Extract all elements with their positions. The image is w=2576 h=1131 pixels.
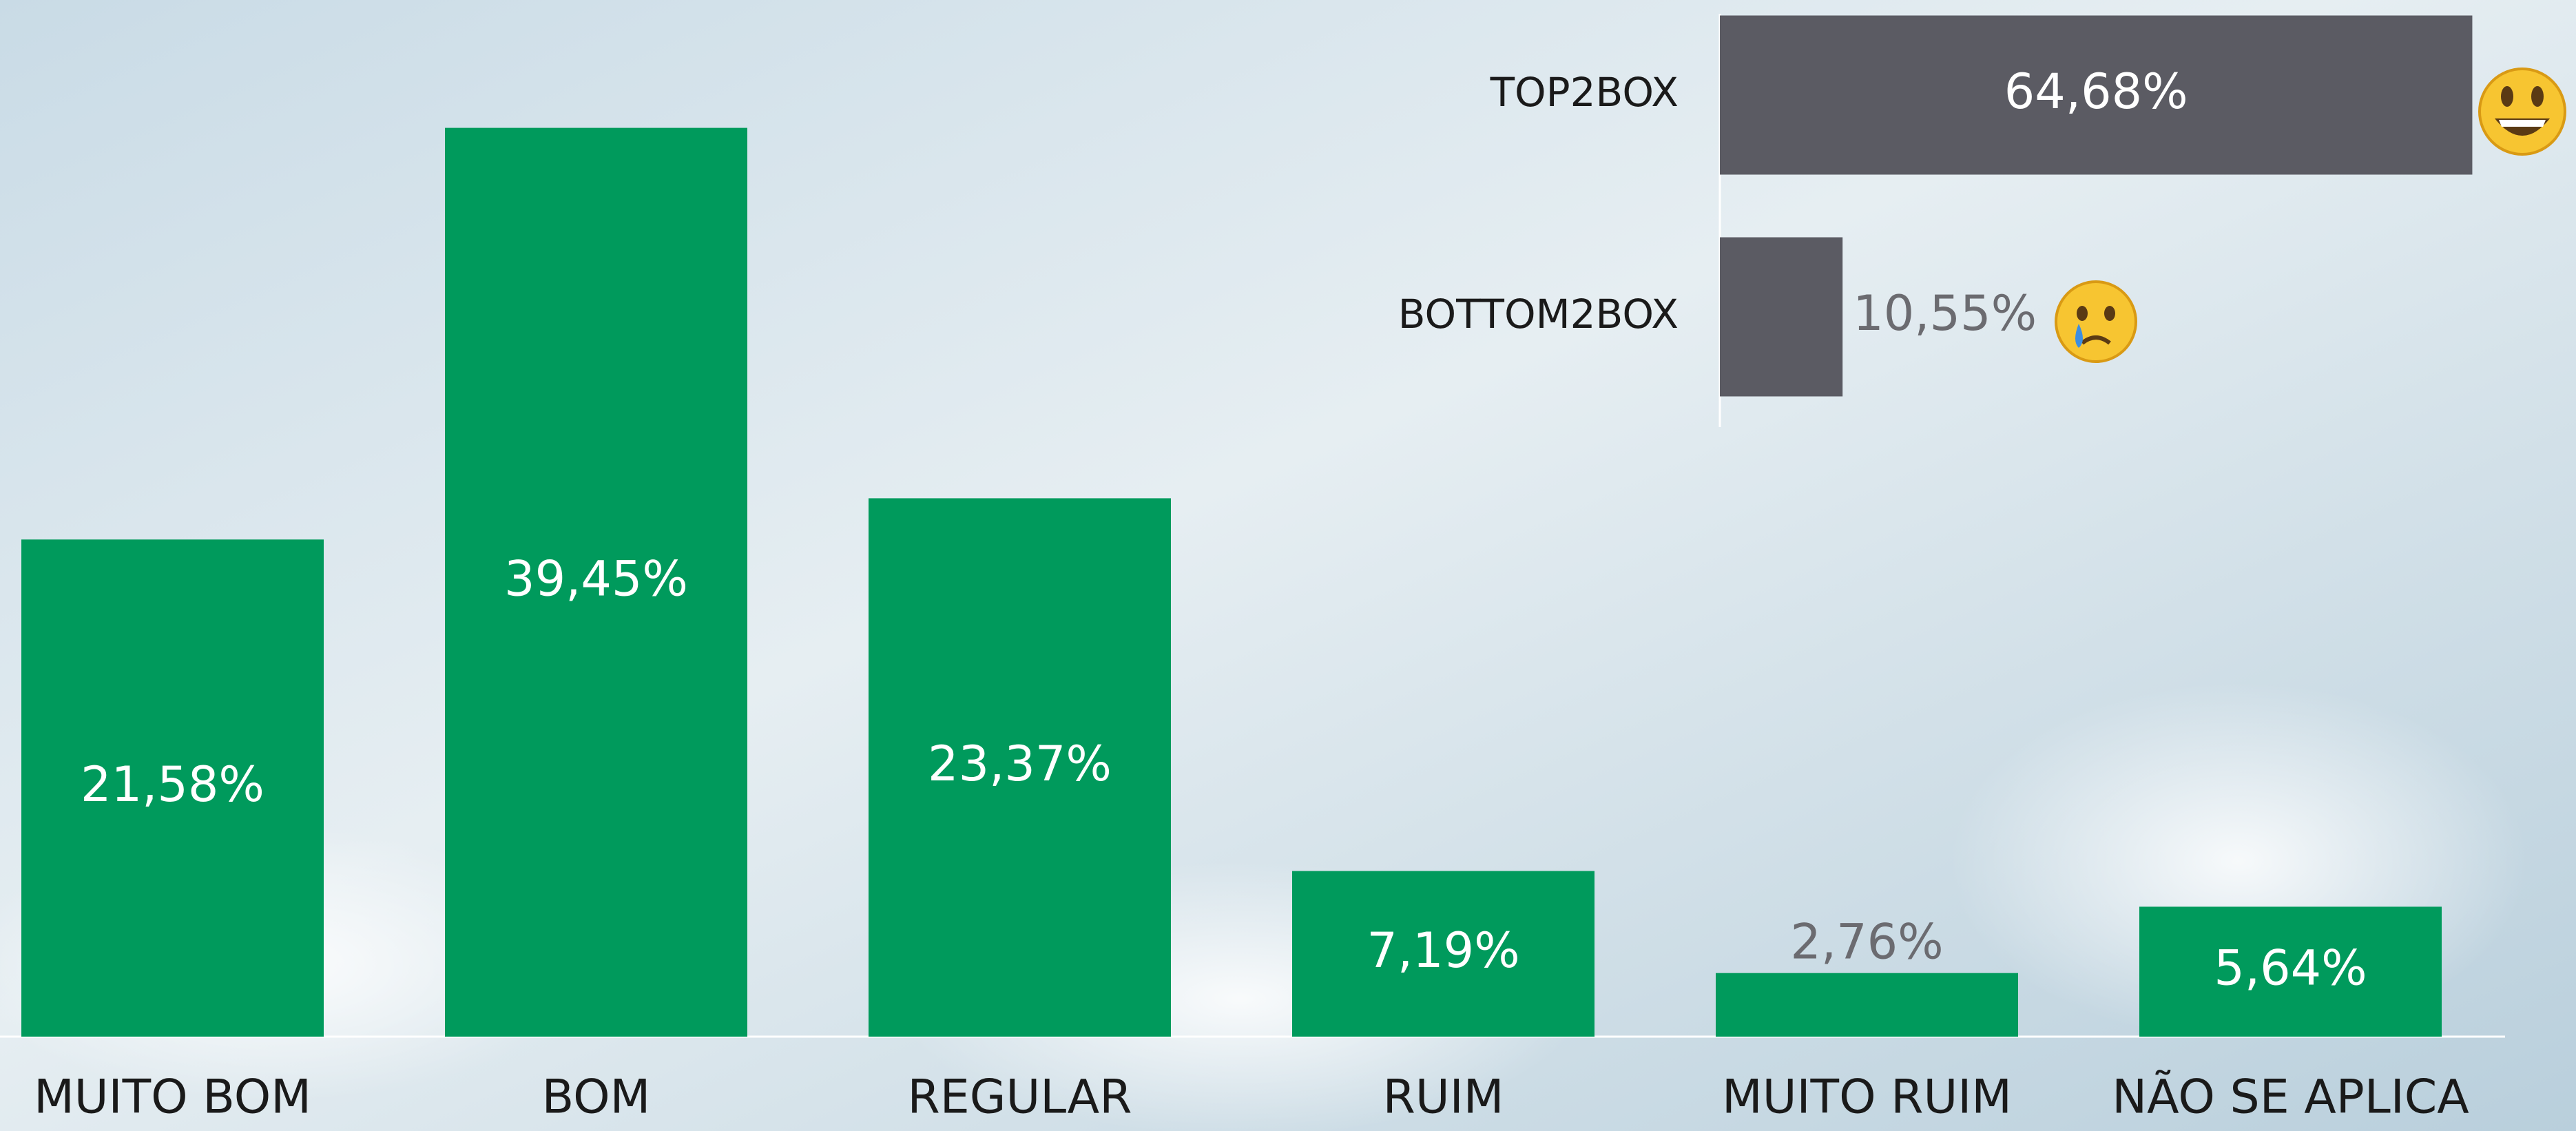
y-tick-label: TOP2BOX — [1490, 69, 1679, 116]
x-tick-label: BOM — [542, 1070, 651, 1125]
value-label: 10,55% — [1853, 285, 2037, 342]
happy-emoji — [2480, 69, 2565, 154]
x-tick-label: REGULAR — [908, 1070, 1132, 1125]
x-tick-label: MUITO BOM — [34, 1070, 311, 1125]
x-tick-label: MUITO RUIM — [1722, 1070, 2012, 1125]
value-label: 39,45% — [504, 550, 688, 607]
sad-emoji — [2056, 282, 2136, 362]
value-label: 5,64% — [2214, 940, 2367, 997]
value-label: 21,58% — [81, 756, 264, 813]
chart: 21,58% MUITO BOM 39,45% BOM 23,37% REGULAR 7,1… — [0, 0, 2576, 1131]
x-tick-label: RUIM — [1383, 1070, 1504, 1125]
value-label: 23,37% — [928, 736, 1112, 792]
page: 21,58% MUITO BOM 39,45% BOM 23,37% REGULAR 7,1… — [0, 0, 2576, 1131]
y-tick-label: BOTTOM2BOX — [1398, 291, 1679, 338]
x-tick-label: NÃO SE APLICA — [2112, 1070, 2469, 1125]
value-label: 64,68% — [2004, 63, 2188, 120]
value-label: 7,19% — [1367, 922, 1519, 979]
value-label: 2,76% — [1790, 914, 1943, 971]
bar — [1720, 238, 1842, 397]
bar — [1716, 973, 2018, 1037]
